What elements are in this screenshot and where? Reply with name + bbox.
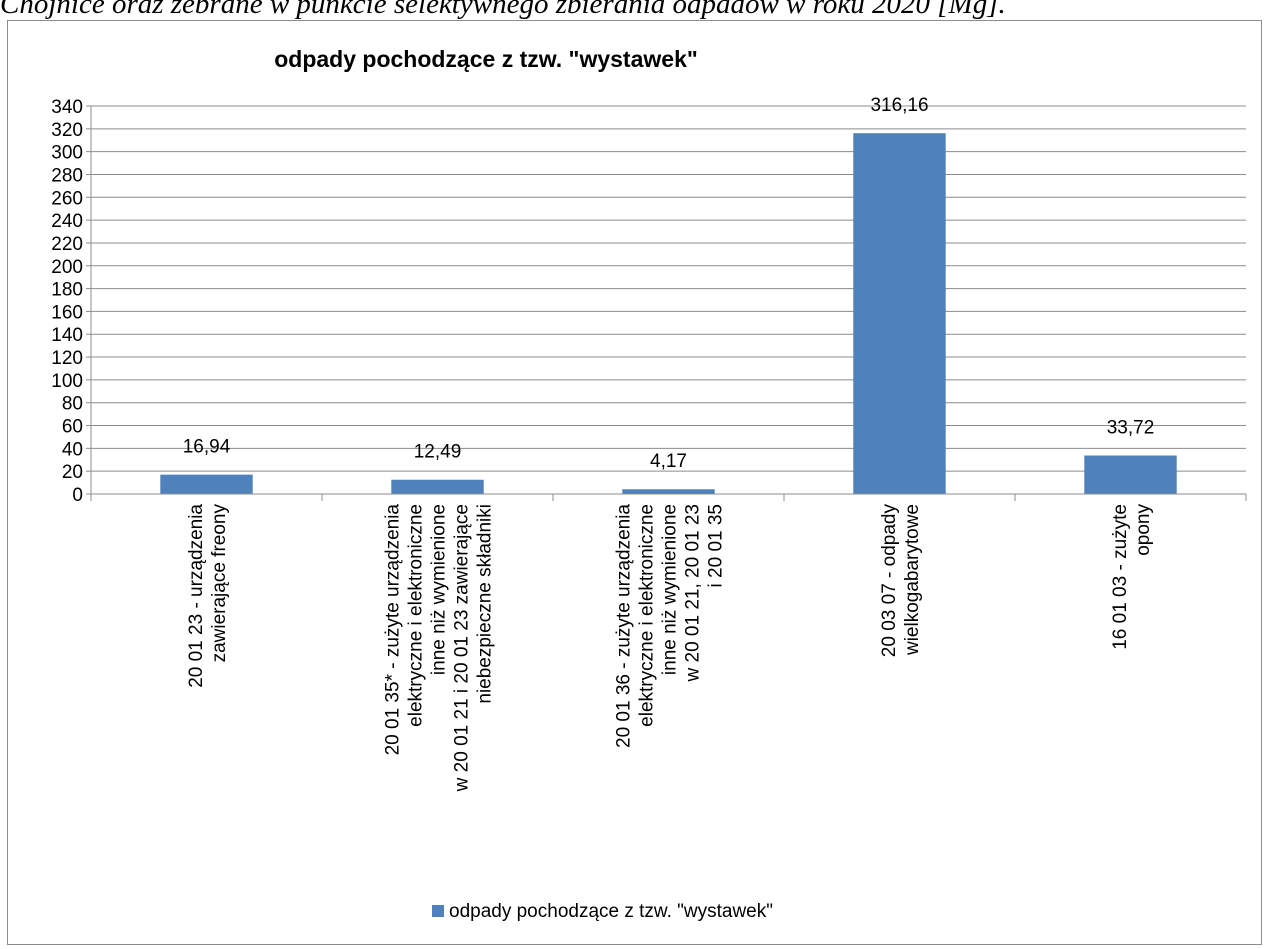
- category-label-line: wielkogabarytowe: [902, 504, 923, 656]
- y-tick-label: 240: [51, 211, 83, 232]
- bars: [160, 133, 1177, 494]
- category-label-line: w 20 01 21 i 20 01 23 zawierające: [452, 504, 473, 792]
- data-label: 16,94: [183, 437, 231, 458]
- category-label-line: 16 01 03 - zużyte: [1110, 504, 1131, 650]
- category-label: 20 01 23 - urządzenia zawierające freony: [186, 504, 230, 688]
- category-labels: 20 01 23 - urządzenia zawierające freony 2…: [186, 504, 1154, 793]
- category-label: 16 01 03 - zużyte opony: [1110, 504, 1154, 650]
- y-tick-label: 260: [51, 188, 83, 209]
- data-label: 316,16: [870, 95, 928, 116]
- y-tick-label: 220: [51, 234, 83, 255]
- category-label-line: 20 01 36 - zużyte urządzenia: [614, 504, 635, 748]
- category-label-line: 20 01 23 - urządzenia: [186, 504, 207, 688]
- bar: [622, 489, 715, 494]
- bar: [391, 479, 484, 494]
- category-label-line: elektryczne i elektroniczne: [637, 504, 658, 727]
- y-tick-label: 40: [62, 439, 83, 460]
- y-tick-label: 200: [51, 257, 83, 278]
- category-label-line: inne niż wymienione: [429, 504, 450, 675]
- bar: [160, 474, 253, 494]
- legend-label: odpady pochodzące z tzw. "wystawek": [449, 901, 773, 922]
- category-label: 20 01 36 - zużyte urządzenia elektryczne …: [614, 504, 727, 748]
- y-tick-label: 100: [51, 371, 83, 392]
- category-label-line: i 20 01 35: [706, 504, 727, 587]
- bar: [853, 133, 946, 494]
- legend: odpady pochodzące z tzw. "wystawek": [432, 901, 773, 922]
- category-label-line: 20 03 07 - odpady: [879, 504, 900, 658]
- data-labels: 16,94 12,49 4,17 316,16 33,72: [183, 95, 1155, 472]
- y-tick-label: 320: [51, 120, 83, 141]
- y-tick-label: 340: [51, 97, 83, 118]
- axes: 0204060801001201401601802002202402602803…: [51, 97, 1247, 506]
- category-label-line: 20 01 35* - zużyte urządzenia: [383, 504, 404, 756]
- data-label: 4,17: [650, 451, 687, 472]
- category-label-line: elektryczne i elektroniczne: [406, 504, 427, 727]
- y-tick-label: 140: [51, 325, 83, 346]
- gridlines: [91, 105, 1246, 472]
- data-label: 33,72: [1107, 418, 1155, 439]
- bar: [1084, 455, 1177, 494]
- category-label-line: w 20 01 21, 20 01 23: [683, 504, 704, 682]
- y-tick-label: 280: [51, 165, 83, 186]
- bar-chart: odpady pochodzące z tzw. "wystawek" 0204…: [51, 46, 1247, 922]
- category-label-line: zawierające freony: [209, 504, 230, 663]
- figure-caption: Chojnice oraz zebrane w punkcie selektyw…: [0, 0, 1006, 20]
- y-tick-label: 20: [62, 462, 83, 483]
- category-label-line: niebezpieczne składniki: [475, 504, 496, 704]
- chart-frame: odpady pochodzące z tzw. "wystawek" 0 20 4…: [7, 20, 1262, 945]
- y-tick-label: 120: [51, 348, 83, 369]
- y-tick-label: 0: [72, 485, 83, 506]
- y-tick-label: 160: [51, 302, 83, 323]
- category-label-line: inne niż wymienione: [660, 504, 681, 675]
- category-label-line: opony: [1133, 504, 1154, 556]
- y-tick-label: 180: [51, 280, 83, 301]
- chart-title: odpady pochodzące z tzw. "wystawek": [274, 46, 698, 72]
- data-label: 12,49: [414, 442, 462, 463]
- category-label: 20 01 35* - zużyte urządzenia elektryczne…: [383, 504, 496, 793]
- category-label: 20 03 07 - odpady wielkogabarytowe: [879, 504, 923, 658]
- y-tick-label: 60: [62, 417, 83, 438]
- legend-swatch: [432, 905, 444, 917]
- y-tick-label: 80: [62, 394, 83, 415]
- y-tick-label: 300: [51, 143, 83, 164]
